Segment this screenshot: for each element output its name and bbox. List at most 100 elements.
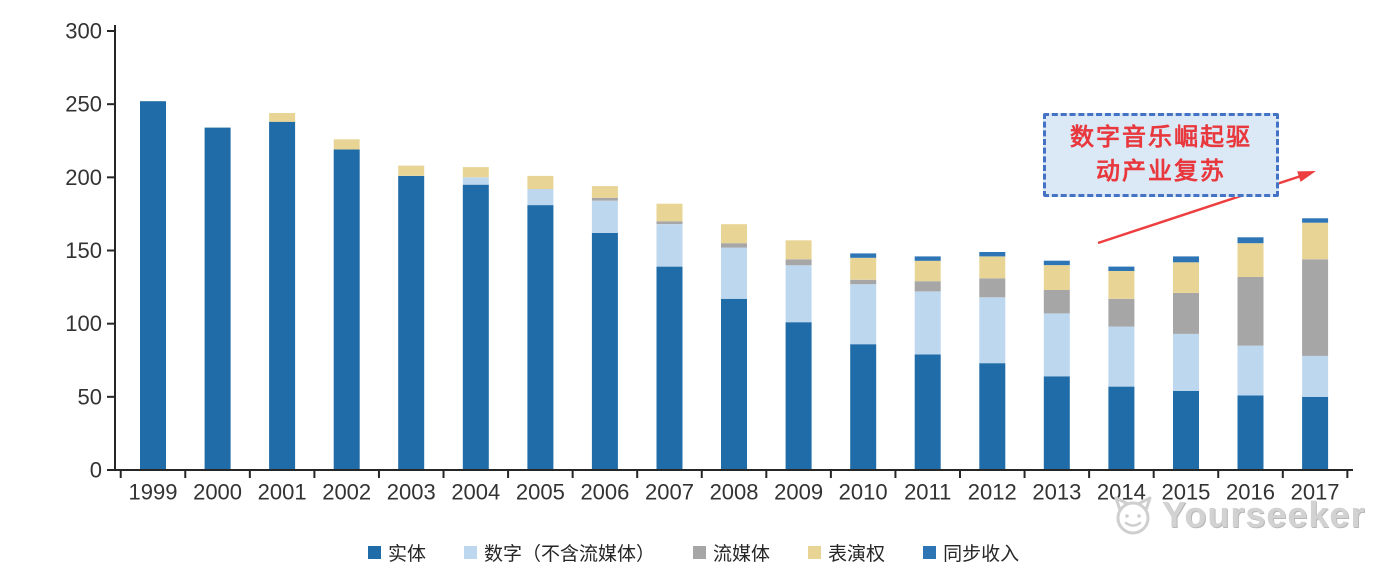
bar-segment bbox=[1108, 266, 1135, 271]
x-axis-label: 2012 bbox=[968, 480, 1017, 505]
legend-label: 表演权 bbox=[828, 544, 886, 565]
y-tick-label: 150 bbox=[65, 238, 102, 263]
bar-segment bbox=[785, 322, 812, 470]
y-tick-label: 250 bbox=[65, 92, 102, 117]
x-axis-label: 2013 bbox=[1032, 480, 1081, 505]
bar-segment bbox=[1043, 313, 1070, 377]
bar-segment bbox=[850, 284, 877, 345]
bar-segment bbox=[1173, 262, 1199, 293]
y-tick-label: 200 bbox=[65, 165, 102, 190]
bar-segment bbox=[398, 165, 425, 176]
x-axis-label: 1999 bbox=[129, 480, 178, 505]
bar-segment bbox=[914, 281, 941, 292]
legend-item: 表演权 bbox=[808, 539, 885, 566]
bar-segment bbox=[914, 291, 941, 355]
bar-segment bbox=[1237, 237, 1264, 244]
bar-segment bbox=[1237, 243, 1264, 277]
bar-segment bbox=[721, 243, 747, 248]
bar-segment bbox=[979, 297, 1006, 364]
x-axis-label: 2003 bbox=[387, 480, 436, 505]
bar-segment bbox=[462, 167, 489, 178]
annotation-line2: 动产业复苏 bbox=[1096, 158, 1226, 185]
bar-segment bbox=[527, 205, 554, 470]
bar-segment bbox=[527, 189, 554, 206]
legend-label: 同步收入 bbox=[943, 544, 1020, 565]
bar-segment bbox=[1302, 396, 1329, 470]
bar-segment bbox=[785, 240, 812, 260]
bar-segment bbox=[1237, 395, 1264, 470]
legend-swatch-icon bbox=[464, 546, 478, 559]
legend-label: 实体 bbox=[388, 544, 427, 565]
bar-segment bbox=[721, 224, 747, 244]
bar-segment bbox=[1108, 326, 1135, 387]
x-axis-label: 2016 bbox=[1226, 480, 1275, 505]
bar-segment bbox=[269, 113, 296, 122]
bar-segment bbox=[269, 121, 296, 470]
bar-segment bbox=[979, 278, 1006, 298]
bar-segment bbox=[333, 149, 360, 470]
bar-segment bbox=[462, 184, 489, 470]
legend-swatch-icon bbox=[368, 546, 381, 559]
bar-segment bbox=[1043, 265, 1070, 290]
legend-swatch-icon bbox=[923, 546, 937, 559]
bar-segment bbox=[1302, 355, 1329, 397]
legend-item: 实体 bbox=[368, 539, 426, 566]
plot-root: 0 50 100 150 200 250 300 1999 2000 2001 2002 2003 20… bbox=[65, 19, 1353, 505]
bar-segment bbox=[527, 175, 554, 190]
bar-segment bbox=[1043, 376, 1070, 470]
y-tick-label: 100 bbox=[65, 311, 102, 336]
legend-label: 数字（不含流媒体） bbox=[484, 544, 656, 565]
x-axis-label: 2008 bbox=[710, 480, 759, 505]
bar-segment bbox=[1173, 256, 1199, 263]
x-axis-label: 2004 bbox=[451, 480, 500, 505]
bar-segment bbox=[1302, 259, 1329, 356]
legend: 实体 数字（不含流媒体） 流媒体 表演权 同步收入 bbox=[368, 539, 1019, 566]
bar-segment bbox=[591, 232, 618, 470]
bar-segment bbox=[914, 354, 941, 470]
annotation-callout: 数字音乐崛起驱 动产业复苏 bbox=[1043, 113, 1279, 197]
bar-segment bbox=[1173, 391, 1199, 470]
bar-segment bbox=[333, 139, 360, 150]
bar-segment bbox=[979, 252, 1006, 257]
bar-segment bbox=[1302, 218, 1329, 223]
bar-segment bbox=[656, 266, 683, 470]
bar-segment bbox=[979, 363, 1006, 470]
y-tick-label: 50 bbox=[78, 384, 102, 409]
bar-segment bbox=[1302, 222, 1329, 260]
bar-segment bbox=[1043, 260, 1070, 266]
bar-segment bbox=[1237, 345, 1264, 396]
bar-segment bbox=[850, 279, 877, 285]
bar-segment bbox=[1108, 298, 1135, 327]
bar-segment bbox=[850, 344, 877, 470]
legend-item: 数字（不含流媒体） bbox=[464, 539, 655, 566]
bar-segment bbox=[656, 203, 683, 222]
legend-swatch-icon bbox=[693, 546, 707, 559]
bar-segment bbox=[656, 221, 683, 225]
bar-segment bbox=[1108, 271, 1135, 299]
bar-segment bbox=[1173, 292, 1199, 334]
bar-segment bbox=[979, 256, 1006, 279]
x-axis-label: 2006 bbox=[580, 480, 629, 505]
bar-segment bbox=[721, 298, 747, 470]
x-axis-label: 2005 bbox=[516, 480, 565, 505]
annotation-line1: 数字音乐崛起驱 bbox=[1070, 124, 1252, 152]
annotation-arrowhead-icon bbox=[1297, 171, 1316, 182]
x-axis-label: 2010 bbox=[839, 480, 888, 505]
bar-segment bbox=[914, 256, 941, 261]
bar-segment bbox=[721, 247, 747, 299]
y-tick-label: 0 bbox=[90, 458, 102, 483]
bar-segment bbox=[914, 260, 941, 282]
bar-segment bbox=[1108, 386, 1135, 470]
bar-segment bbox=[591, 200, 618, 233]
bar-segment bbox=[591, 186, 618, 198]
bar-segment bbox=[1173, 333, 1199, 391]
x-axis-label: 2002 bbox=[322, 480, 371, 505]
x-axis-label: 2014 bbox=[1097, 480, 1146, 505]
x-axis-label: 2000 bbox=[193, 480, 242, 505]
x-axis-label: 2001 bbox=[258, 480, 307, 505]
bar-segment bbox=[591, 197, 618, 201]
legend-swatch-icon bbox=[808, 546, 822, 559]
bar-segment bbox=[656, 224, 683, 267]
